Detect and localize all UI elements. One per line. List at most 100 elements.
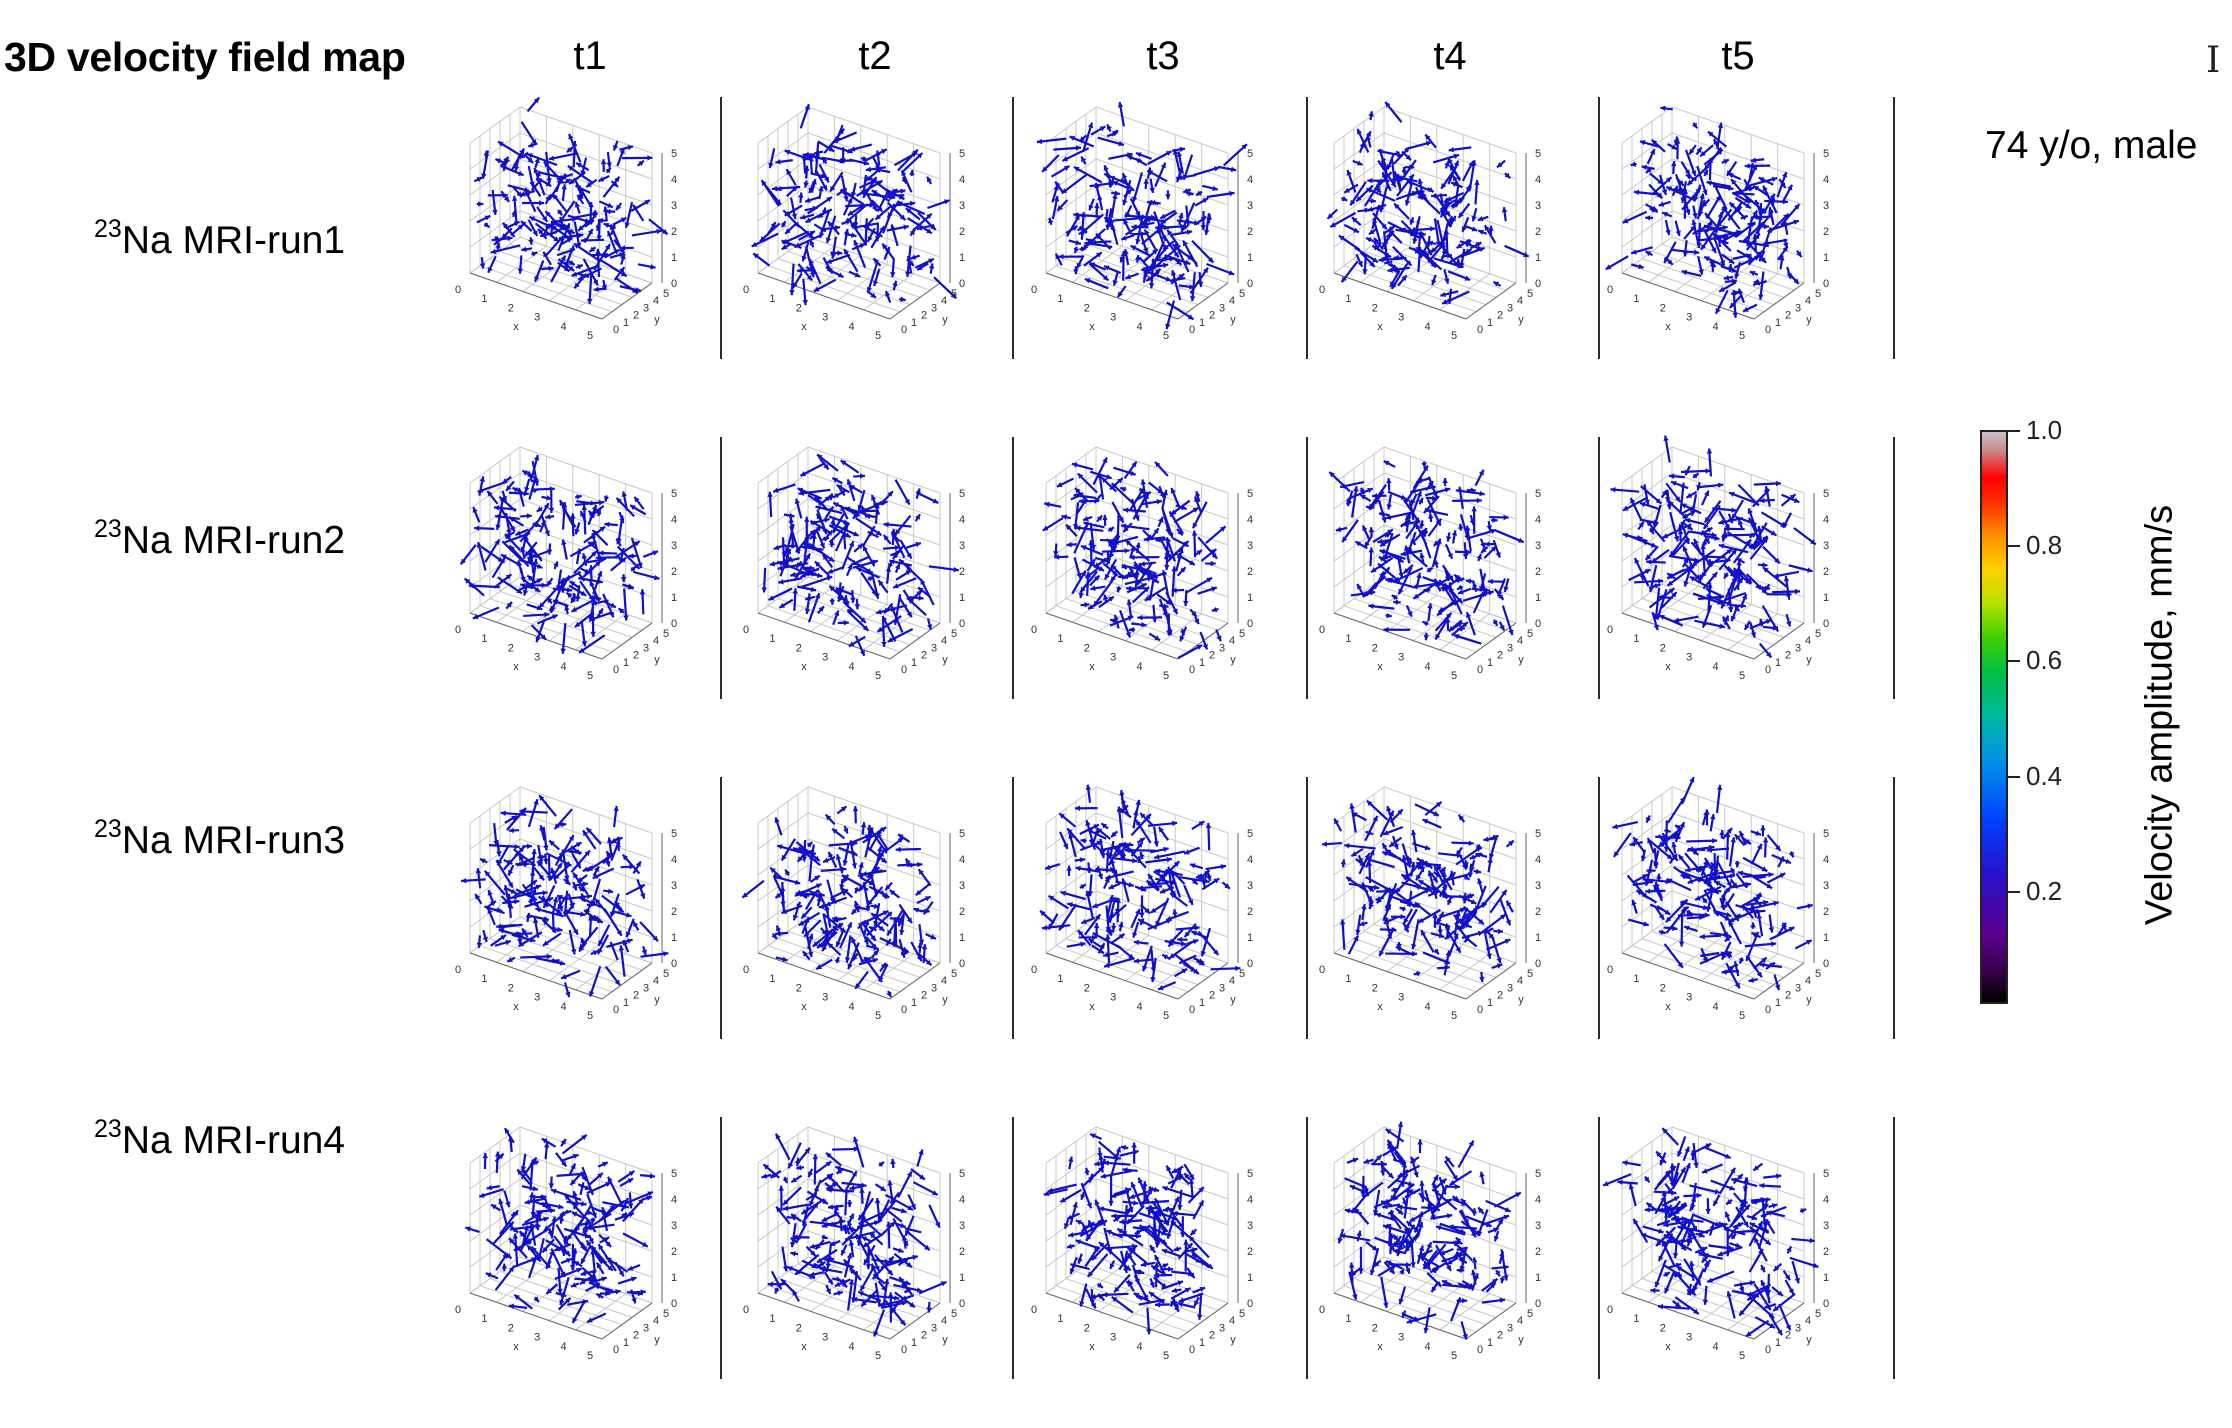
y-tick-label: 2 [1209,310,1215,322]
x-tick-label: 5 [587,330,593,342]
y-tick-label: 3 [1219,982,1225,994]
x-tick-label: 4 [561,1001,567,1013]
y-tick-label: 2 [1785,310,1791,322]
y-tick-label: 5 [1239,628,1245,640]
y-tick-label: 1 [623,1337,629,1349]
z-tick-label: 1 [671,1272,677,1284]
z-tick-label: 5 [1535,148,1541,160]
x-tick-label: 4 [1425,661,1431,673]
z-tick-label: 2 [1535,906,1541,918]
x-tick-label: 4 [1137,1001,1143,1013]
y-axis-label: y [942,654,948,666]
y-tick-label: 4 [1517,975,1523,987]
x-tick-label: 2 [1084,302,1090,314]
x-tick-label: 1 [1633,293,1639,305]
x-tick-label: 0 [1319,624,1325,636]
y-tick-label: 3 [931,982,937,994]
z-tick-label: 5 [959,488,965,500]
y-tick-label: 3 [1219,642,1225,654]
x-tick-label: 0 [743,284,749,296]
z-tick-label: 0 [1823,958,1829,970]
x-tick-label: 0 [455,624,461,636]
z-tick-label: 4 [1535,514,1541,526]
y-tick-label: 0 [1477,664,1483,676]
y-tick-label: 4 [653,975,659,987]
z-tick-label: 2 [671,906,677,918]
velocity-arrows [761,1133,947,1337]
y-tick-label: 4 [941,1315,947,1327]
x-tick-label: 3 [534,312,540,324]
y-tick-label: 0 [613,1344,619,1356]
velocity-arrows [1605,105,1803,318]
z-tick-label: 4 [1247,514,1253,526]
z-tick-label: 1 [1247,592,1253,604]
x-tick-label: 2 [796,1322,802,1334]
x-tick-label: 1 [1345,973,1351,985]
y-axis-label: y [1518,654,1524,666]
panel-divider [1012,97,1014,359]
z-tick-label: 0 [1823,278,1829,290]
y-axis-label: y [1806,1334,1812,1346]
z-tick-label: 0 [1247,1298,1253,1310]
z-tick-label: 0 [959,618,965,630]
velocity-arrows [1036,101,1248,330]
z-tick-label: 4 [959,854,965,866]
z-tick-label: 2 [959,566,965,578]
y-axis-label: y [1518,314,1524,326]
y-axis-label: y [654,1334,660,1346]
x-tick-label: 1 [1633,633,1639,645]
y-axis-label: y [942,1334,948,1346]
z-tick-label: 1 [959,1272,965,1284]
z-tick-label: 0 [671,1298,677,1310]
x-tick-label: 4 [1425,321,1431,333]
z-tick-label: 0 [671,278,677,290]
z-tick-label: 5 [1535,488,1541,500]
x-tick-label: 5 [875,670,881,682]
velocity-arrows [1612,776,1814,991]
x-tick-label: 2 [1372,642,1378,654]
panel-divider [1598,97,1600,359]
colorbar-tick-label: 1.0 [2026,415,2063,445]
y-tick-label: 1 [911,1337,917,1349]
x-tick-label: 4 [849,661,855,673]
y-tick-label: 3 [931,302,937,314]
z-tick-label: 1 [1247,932,1253,944]
panel-divider [720,97,722,359]
y-tick-label: 4 [1229,1315,1235,1327]
z-tick-label: 5 [959,828,965,840]
z-tick-label: 2 [671,1246,677,1258]
x-tick-label: 4 [1425,1001,1431,1013]
x-tick-label: 2 [1660,302,1666,314]
y-axis-label: y [1518,994,1524,1006]
text-cursor-icon: I [2206,40,2221,81]
y-tick-label: 0 [1189,664,1195,676]
z-tick-label: 1 [1247,1272,1253,1284]
y-tick-label: 3 [643,1322,649,1334]
x-tick-label: 1 [769,633,775,645]
x-axis-label: x [1377,1001,1383,1013]
y-tick-label: 0 [1189,1344,1195,1356]
z-tick-label: 0 [959,278,965,290]
x-tick-label: 5 [1739,330,1745,342]
z-tick-label: 1 [1823,1272,1829,1284]
y-tick-label: 0 [1765,664,1771,676]
z-tick-label: 5 [671,148,677,160]
x-tick-label: 0 [1031,624,1037,636]
x-axis-label: x [801,1341,807,1353]
z-tick-label: 4 [1535,174,1541,186]
x-tick-label: 4 [1713,321,1719,333]
panel-grid-lines [1333,786,1517,1000]
x-tick-label: 2 [796,642,802,654]
z-tick-label: 2 [671,226,677,238]
z-tick-label: 4 [1823,174,1829,186]
velocity-arrows [1043,1133,1214,1335]
z-tick-label: 0 [1823,1298,1829,1310]
